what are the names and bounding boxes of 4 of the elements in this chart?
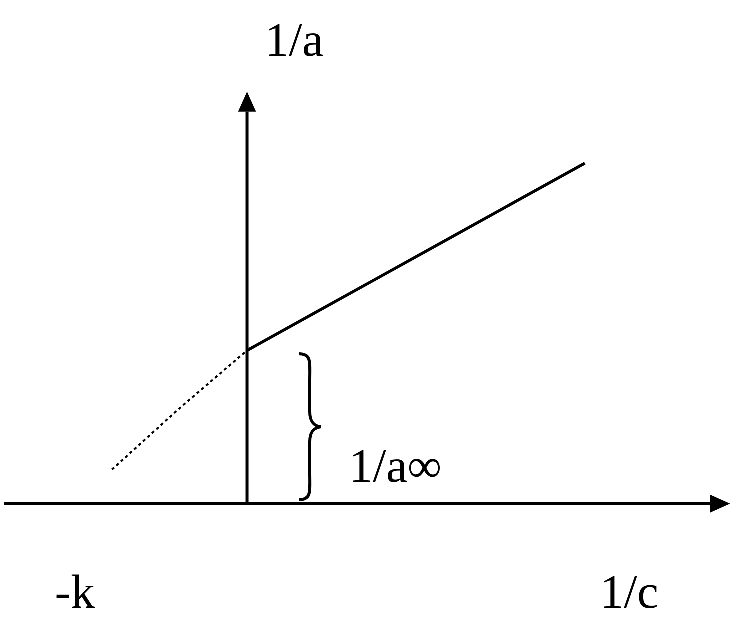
annotation: 1/a∞ xyxy=(349,440,442,493)
x-axis-title: 1/c xyxy=(600,566,659,619)
y-axis-title: 1/a xyxy=(265,14,324,67)
text: -k xyxy=(55,566,95,619)
